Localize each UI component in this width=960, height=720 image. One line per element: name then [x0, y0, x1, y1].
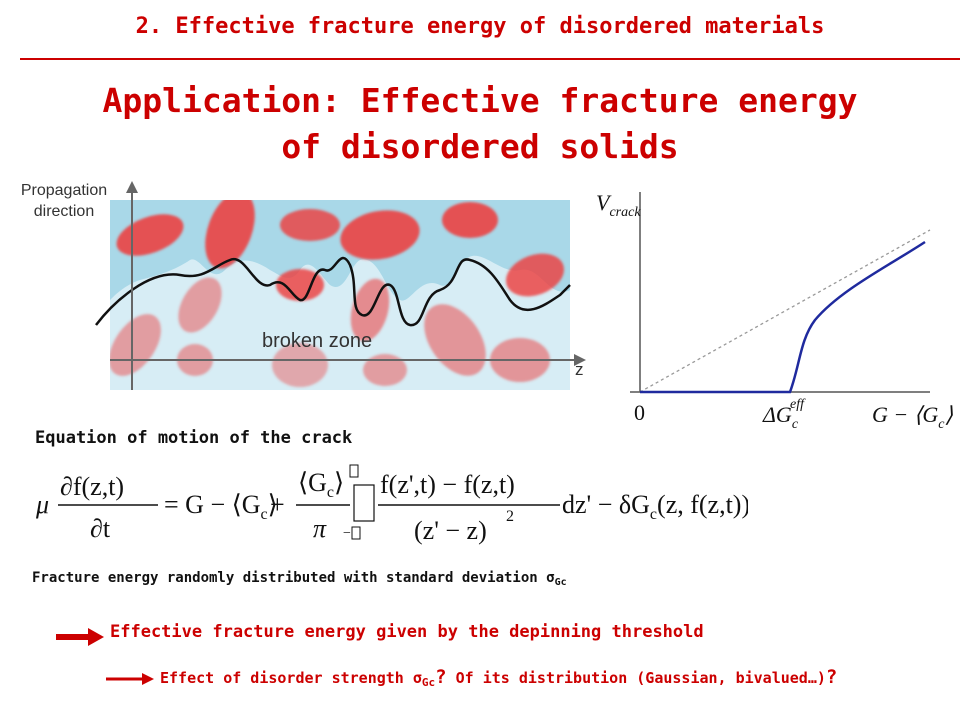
rhs-term-main: = G − ⟨G	[164, 490, 261, 519]
origin-label: 0	[634, 400, 645, 425]
inclusion	[280, 209, 340, 241]
broken-zone-label: broken zone	[262, 330, 372, 352]
x-axis-label-sub: c	[938, 417, 945, 432]
z-axis-label: z	[575, 360, 584, 379]
plus-sign: +	[270, 490, 285, 519]
propagation-axis-arrowhead	[126, 181, 138, 193]
distribution-text: Fracture energy randomly distributed wit…	[32, 570, 555, 586]
question-part1: Effect of disorder strength σ	[160, 669, 422, 687]
disorder-term-main: dz' − δG	[562, 490, 650, 519]
inclusion	[340, 210, 420, 260]
section-title: 2. Effective fracture energy of disorder…	[135, 14, 825, 39]
z-axis-arrowhead	[574, 354, 586, 366]
x-axis-label-main: G − ⟨G	[872, 402, 938, 427]
x-axis-label-close: ⟩	[944, 402, 953, 427]
mean-gc-main: ⟨G	[298, 468, 327, 497]
inclusion	[363, 354, 407, 386]
question-mark-1: ?	[435, 666, 447, 688]
lhs-denominator: ∂t	[90, 514, 111, 543]
question-subscript: Gc	[421, 676, 436, 689]
mean-gc-numerator: ⟨Gc⟩	[298, 468, 344, 501]
disorder-term-args: (z, f(z,t))	[657, 490, 748, 519]
square-exponent: 2	[506, 508, 514, 525]
distribution-statement: Fracture energy randomly distributed wit…	[32, 570, 567, 588]
integral-upper-bound	[349, 464, 359, 478]
question-part2: Of its distribution (Gaussian, bivalued……	[446, 669, 826, 687]
slide-header: 2. Effective fracture energy of disorder…	[0, 0, 960, 60]
open-question: Effect of disorder strength σGc? Of its …	[160, 666, 837, 689]
rhs-term-sub: c	[261, 506, 268, 523]
question-arrow-icon	[106, 673, 154, 685]
inclusion	[276, 269, 324, 301]
depinning-threshold-sup: eff	[790, 397, 806, 412]
rhs-term: = G − ⟨Gc⟩	[164, 490, 278, 523]
y-axis-label: Vcrack	[596, 190, 641, 220]
distribution-subscript: Gc	[554, 577, 567, 588]
velocity-curve	[640, 240, 926, 394]
y-axis-label-sub: crack	[609, 205, 641, 220]
conclusion-arrow-icon	[56, 628, 104, 646]
depinning-threshold-sub: c	[792, 417, 799, 432]
inclusion	[205, 200, 255, 269]
equation-heading: Equation of motion of the crack	[35, 428, 353, 448]
slide-title-line1: Application: Effective fracture energy	[102, 81, 858, 120]
equation-of-motion: μ ∂f(z,t) ∂t = G − ⟨Gc⟩ + ⟨Gc⟩ π − f(z',…	[35, 464, 748, 545]
y-axis-label-main: V	[596, 190, 612, 215]
slide-title-line2: of disordered solids	[281, 127, 679, 166]
integral-lower-bound: −	[343, 526, 351, 541]
crack-front-figure: broken zone z	[95, 181, 586, 390]
propagation-label-line2: direction	[33, 203, 95, 220]
mu-symbol: μ	[35, 490, 49, 519]
inclusion	[424, 304, 486, 376]
rhs-term-close: ⟩	[268, 490, 278, 519]
inclusion	[442, 202, 498, 238]
inclusion	[178, 277, 222, 333]
slide-title: Application: Effective fracture energy o…	[0, 78, 960, 170]
header-divider	[20, 58, 960, 60]
x-axis-label: G − ⟨Gc⟩	[872, 402, 953, 432]
disorder-term-sub: c	[650, 506, 657, 523]
disorder-term: dz' − δGc(z, f(z,t))	[562, 490, 748, 523]
crack-front-line	[95, 256, 571, 327]
propagation-label: Propagation direction	[8, 180, 120, 222]
linear-reference-line	[639, 229, 931, 393]
lhs-numerator: ∂f(z,t)	[60, 472, 124, 501]
propagation-label-line1: Propagation	[20, 182, 108, 199]
inclusion	[116, 214, 184, 256]
conclusion-text: Effective fracture energy given by the d…	[110, 622, 704, 642]
kernel-denominator: (z' − z)	[414, 516, 487, 545]
mean-gc-sub: c	[327, 484, 334, 501]
mean-gc-close: ⟩	[334, 468, 344, 497]
depinning-threshold-label: ΔGc eff	[762, 397, 806, 432]
inclusion	[272, 343, 328, 387]
kernel-numerator: f(z',t) − f(z,t)	[380, 470, 515, 499]
depinning-threshold-main: ΔG	[762, 402, 792, 427]
integral-lower-box	[351, 526, 361, 540]
integral-sign	[353, 484, 375, 522]
question-mark-2: ?	[825, 666, 838, 688]
pi-symbol: π	[313, 514, 327, 543]
velocity-plot: Vcrack 0 ΔGceff G − ⟨Gc⟩	[596, 190, 953, 432]
inclusion	[505, 253, 565, 297]
